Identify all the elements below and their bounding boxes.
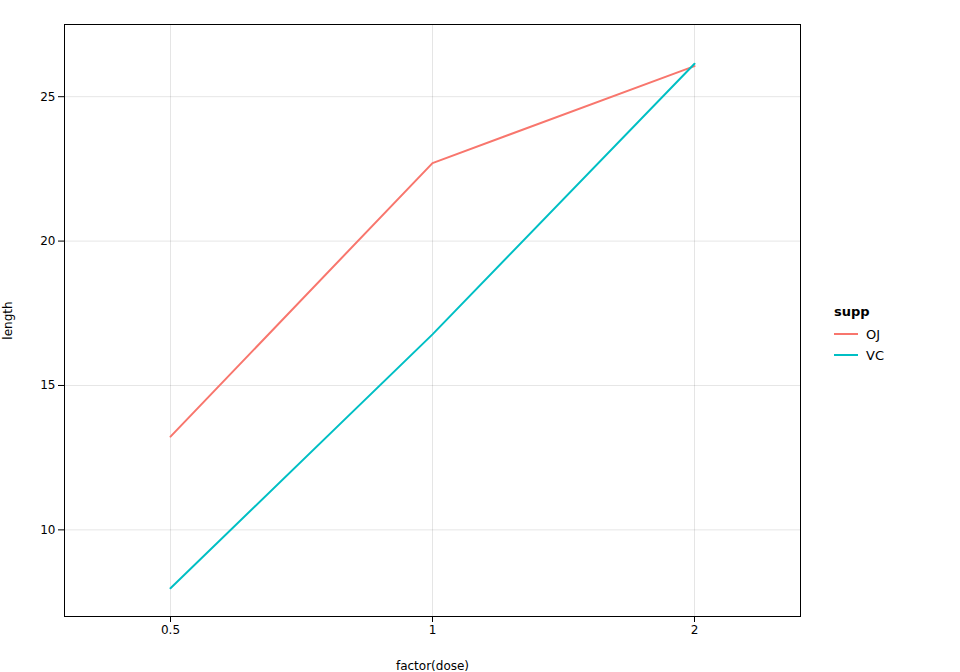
svg-text:2: 2 [691, 623, 699, 637]
svg-text:10: 10 [40, 523, 55, 537]
svg-text:length: length [1, 301, 15, 339]
html-text:VC: VC [866, 347, 884, 363]
html-text:OJ: OJ [866, 326, 881, 342]
svg-text:15: 15 [40, 378, 55, 392]
svg-text:25: 25 [40, 90, 55, 104]
svg-text:1: 1 [429, 623, 437, 637]
svg-text:factor(dose): factor(dose) [396, 659, 469, 672]
html-text:supp: supp [834, 303, 870, 319]
svg-text:0.5: 0.5 [161, 623, 180, 637]
svg-text:20: 20 [40, 234, 55, 248]
